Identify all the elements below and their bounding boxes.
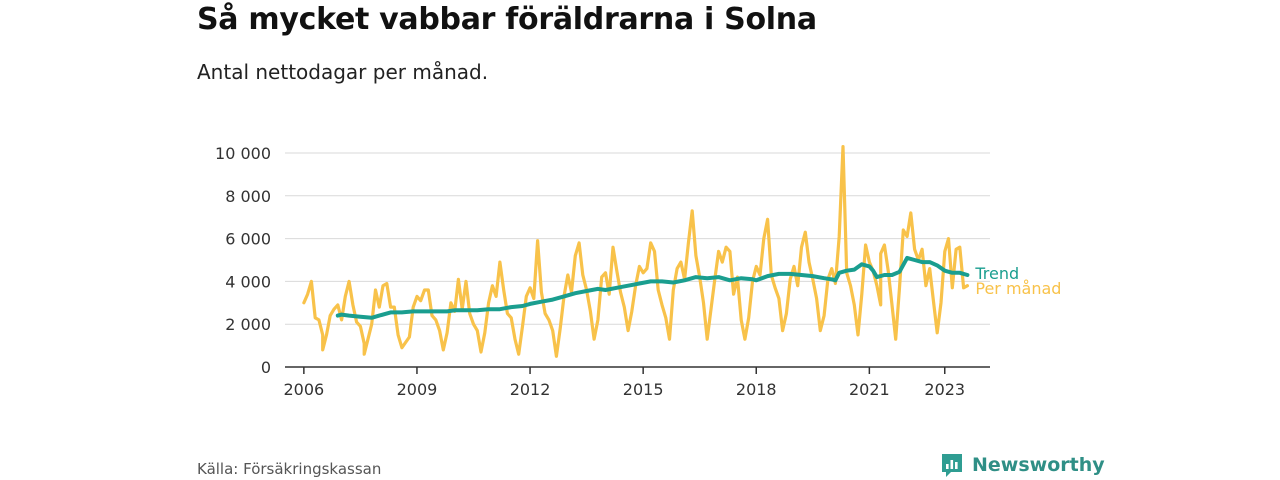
chart-subtitle: Antal nettodagar per månad. — [197, 60, 489, 84]
y-tick-label: 6 000 — [225, 230, 271, 249]
x-tick-label: 2006 — [283, 380, 324, 399]
series-label-trend: Trend — [974, 264, 1019, 283]
x-tick-label: 2009 — [397, 380, 438, 399]
x-axis: 2006 2009 2012 2015 2018 2021 2023 — [283, 366, 990, 399]
chart-title: Så mycket vabbar föräldrarna i Solna — [197, 2, 817, 37]
x-tick-label: 2018 — [736, 380, 777, 399]
x-tick-label: 2023 — [924, 380, 965, 399]
newsworthy-logo-icon — [942, 454, 962, 477]
y-tick-label: 0 — [261, 358, 271, 377]
monthly-line — [302, 145, 969, 358]
series-label-monthly: Per månad — [975, 279, 1061, 298]
y-tick-label: 2 000 — [225, 315, 271, 334]
y-tick-label: 10 000 — [215, 144, 271, 163]
newsworthy-logo[interactable]: Newsworthy — [940, 452, 1105, 478]
y-axis-ticks: 0 2 000 4 000 6 000 8 000 10 000 — [215, 144, 271, 377]
gridlines — [285, 152, 990, 325]
brand-name: Newsworthy — [972, 454, 1105, 476]
x-tick-label: 2015 — [623, 380, 664, 399]
x-tick-label: 2021 — [849, 380, 890, 399]
x-tick-label: 2012 — [510, 380, 551, 399]
source-note: Källa: Försäkringskassan — [197, 460, 382, 478]
y-tick-label: 8 000 — [225, 187, 271, 206]
y-tick-label: 4 000 — [225, 272, 271, 291]
series-lines — [302, 145, 970, 358]
trend-line — [335, 255, 970, 320]
